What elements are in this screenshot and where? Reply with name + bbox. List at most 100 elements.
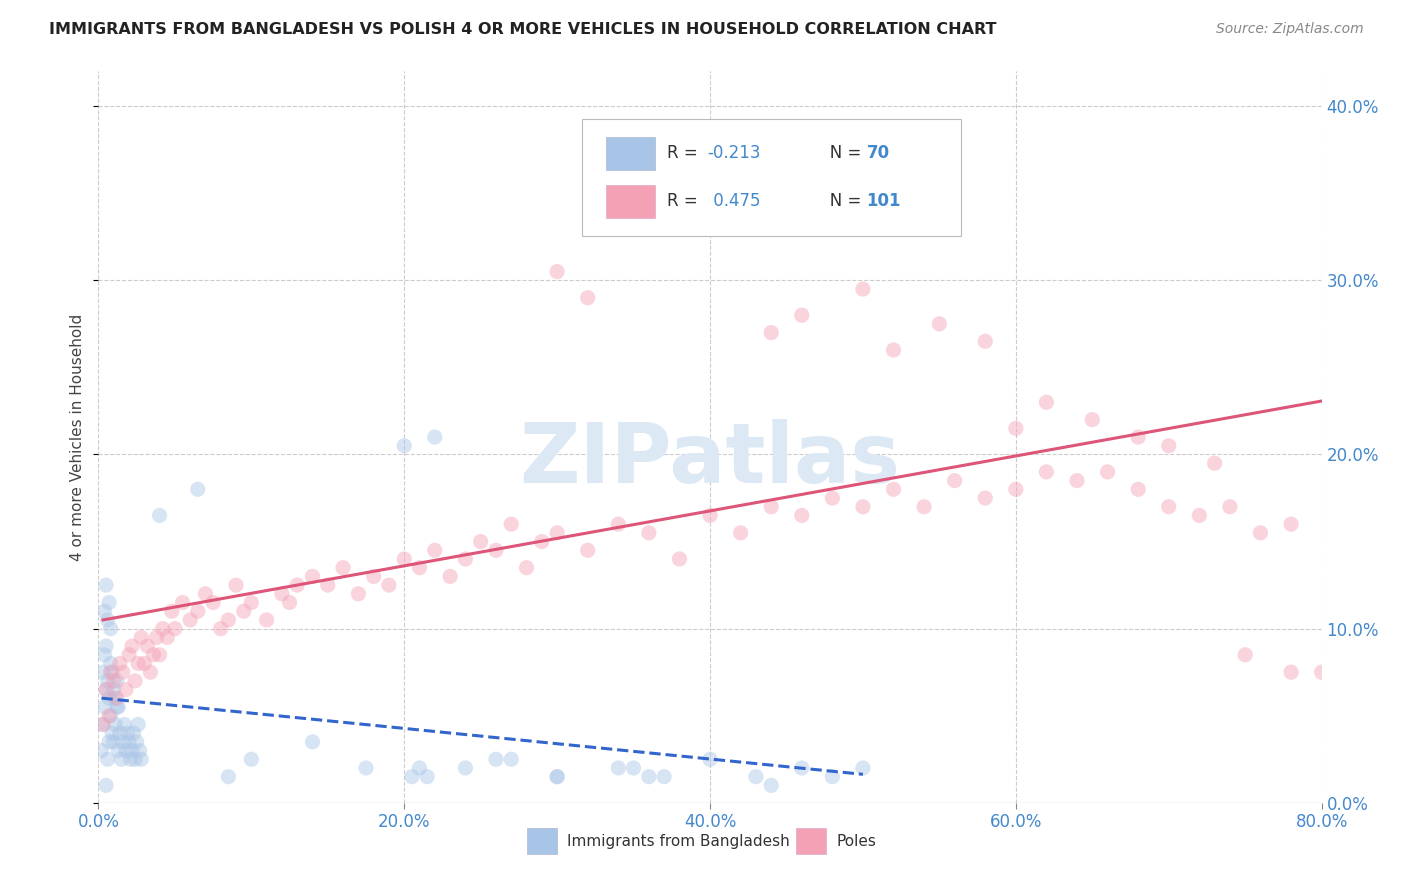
Point xyxy=(124,752,146,766)
Point xyxy=(516,560,538,574)
Y-axis label: 4 or more Vehicles in Household: 4 or more Vehicles in Household xyxy=(70,313,86,561)
Point xyxy=(97,673,120,688)
Text: ZIPatlas: ZIPatlas xyxy=(520,418,900,500)
Point xyxy=(316,578,339,592)
Point xyxy=(546,265,568,279)
Point xyxy=(761,500,783,514)
Point xyxy=(546,770,568,784)
Point xyxy=(105,691,128,706)
Point xyxy=(187,604,209,618)
Point xyxy=(652,770,675,784)
Point xyxy=(730,160,752,174)
Point xyxy=(129,752,152,766)
Point xyxy=(104,717,127,731)
FancyBboxPatch shape xyxy=(606,137,655,170)
Point xyxy=(129,631,152,645)
Point xyxy=(761,778,783,792)
Text: N =: N = xyxy=(814,144,866,161)
Point xyxy=(790,308,813,322)
Point xyxy=(332,560,354,574)
Point xyxy=(111,665,134,680)
Point xyxy=(121,639,143,653)
Point xyxy=(637,525,661,540)
Point xyxy=(974,334,997,349)
Point xyxy=(110,752,132,766)
Point xyxy=(91,665,114,680)
Point xyxy=(93,604,115,618)
Point xyxy=(363,569,385,583)
Point xyxy=(101,665,124,680)
Point xyxy=(730,525,752,540)
Point xyxy=(470,534,492,549)
Point xyxy=(1204,456,1226,470)
Point xyxy=(883,343,905,357)
Point xyxy=(852,761,875,775)
Point xyxy=(156,631,179,645)
Point xyxy=(232,604,254,618)
Point xyxy=(160,604,183,618)
Point xyxy=(637,770,661,784)
Point xyxy=(652,221,675,235)
Point xyxy=(928,317,950,331)
Point xyxy=(439,569,461,583)
Point xyxy=(699,508,721,523)
Text: R =: R = xyxy=(668,192,703,210)
Point xyxy=(1188,508,1211,523)
Point xyxy=(121,743,143,757)
Point xyxy=(668,186,690,201)
Point xyxy=(485,543,508,558)
Point xyxy=(217,770,239,784)
Text: IMMIGRANTS FROM BANGLADESH VS POLISH 4 OR MORE VEHICLES IN HOUSEHOLD CORRELATION: IMMIGRANTS FROM BANGLADESH VS POLISH 4 O… xyxy=(49,22,997,37)
Point xyxy=(142,648,165,662)
Point xyxy=(1004,483,1026,497)
Point xyxy=(134,657,156,671)
Point xyxy=(1066,474,1088,488)
Point xyxy=(107,700,129,714)
Point xyxy=(1279,517,1302,532)
Point xyxy=(546,525,568,540)
Point xyxy=(172,595,194,609)
Point xyxy=(546,770,568,784)
Point xyxy=(108,726,131,740)
Point xyxy=(852,282,875,296)
Point xyxy=(1157,439,1180,453)
Point xyxy=(623,178,645,192)
Point xyxy=(136,639,159,653)
Point xyxy=(1219,500,1241,514)
Point xyxy=(94,578,117,592)
Point xyxy=(761,326,783,340)
Point xyxy=(912,500,935,514)
Point xyxy=(93,700,115,714)
Point xyxy=(112,717,135,731)
Point xyxy=(94,682,117,697)
Point xyxy=(179,613,201,627)
Point xyxy=(139,665,162,680)
Point xyxy=(98,595,121,609)
Point xyxy=(1081,412,1104,426)
Point xyxy=(100,622,122,636)
Point xyxy=(270,587,294,601)
Point xyxy=(943,474,966,488)
Point xyxy=(1250,525,1272,540)
Point xyxy=(127,657,149,671)
Point xyxy=(1234,648,1257,662)
Point xyxy=(576,543,599,558)
Point xyxy=(607,517,630,532)
Point xyxy=(118,648,141,662)
Point xyxy=(100,708,122,723)
Point xyxy=(94,639,117,653)
Point xyxy=(301,735,323,749)
Point xyxy=(93,648,115,662)
Point xyxy=(392,439,416,453)
Point xyxy=(454,761,477,775)
Point xyxy=(152,622,174,636)
Point xyxy=(90,743,112,757)
Text: 70: 70 xyxy=(866,144,890,161)
Point xyxy=(128,743,150,757)
Point xyxy=(101,726,124,740)
Text: Source: ZipAtlas.com: Source: ZipAtlas.com xyxy=(1216,22,1364,37)
Point xyxy=(1310,665,1333,680)
Point xyxy=(127,717,149,731)
Point xyxy=(111,735,134,749)
Point xyxy=(607,761,630,775)
